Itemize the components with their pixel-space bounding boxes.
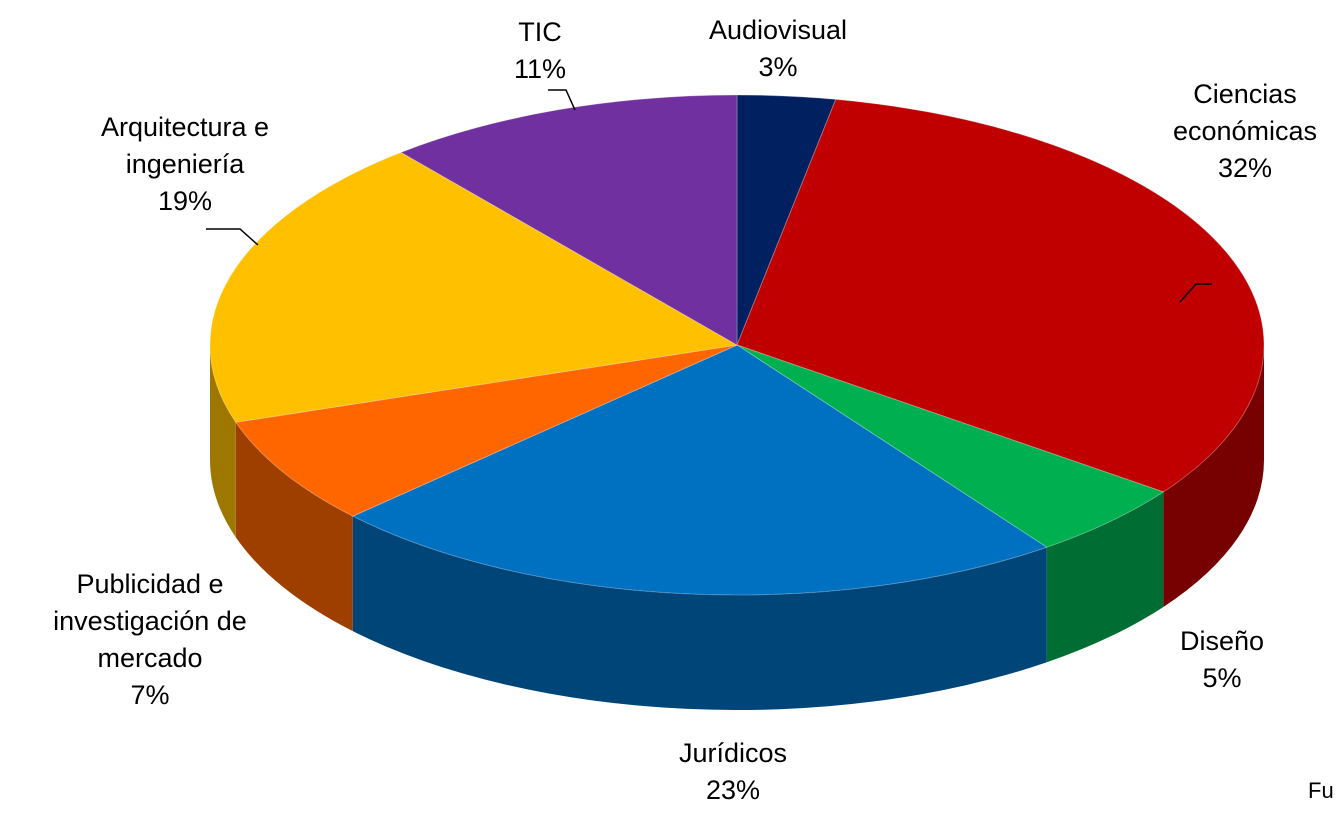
leader-line (1179, 283, 1212, 303)
slice (399, 94, 738, 346)
category-name: Arquitectura e ingeniería (100, 112, 270, 179)
slice-label: Audiovisual 3% (668, 12, 888, 86)
slice (736, 94, 837, 346)
category-name: Publicidad e investigación de mercado (53, 569, 247, 673)
slice-side (210, 345, 236, 538)
source-note: Fu (1308, 778, 1334, 803)
value-label: 5% (1202, 663, 1242, 693)
slice (234, 344, 738, 517)
slice-side (352, 516, 1047, 711)
value-label: 11% (513, 54, 567, 84)
pie-sides (210, 345, 1264, 711)
category-name: Audiovisual (708, 15, 848, 45)
slice-label: Publicidad e investigación de mercado 7% (30, 566, 270, 714)
category-name: TIC (518, 17, 562, 47)
slice (351, 344, 1048, 596)
slice-label: Ciencias económicas 32% (1155, 76, 1335, 187)
category-name: Diseño (1179, 626, 1265, 656)
value-label: 7% (130, 680, 170, 710)
slice-label: TIC 11% (480, 14, 600, 88)
value-label: 3% (758, 52, 798, 82)
slice-label: Jurídicos 23% (623, 735, 843, 809)
pie-tops (209, 94, 1265, 596)
value-label: 19% (157, 186, 213, 216)
leader-lines (206, 89, 1212, 303)
slice-label: Arquitectura e ingeniería 19% (80, 109, 290, 220)
slice (209, 151, 739, 423)
slice (736, 344, 1165, 548)
category-name: Jurídicos (678, 738, 788, 768)
value-label: 23% (705, 775, 761, 805)
slice-side (235, 422, 353, 632)
leader-line (206, 228, 259, 246)
slice-side (1046, 491, 1164, 663)
slice-label: Diseño 5% (1142, 623, 1302, 697)
value-label: 32% (1217, 153, 1273, 183)
slice-side (1163, 345, 1264, 607)
leader-line (548, 89, 576, 111)
category-name: Ciencias económicas (1172, 79, 1318, 146)
slice (736, 98, 1265, 493)
